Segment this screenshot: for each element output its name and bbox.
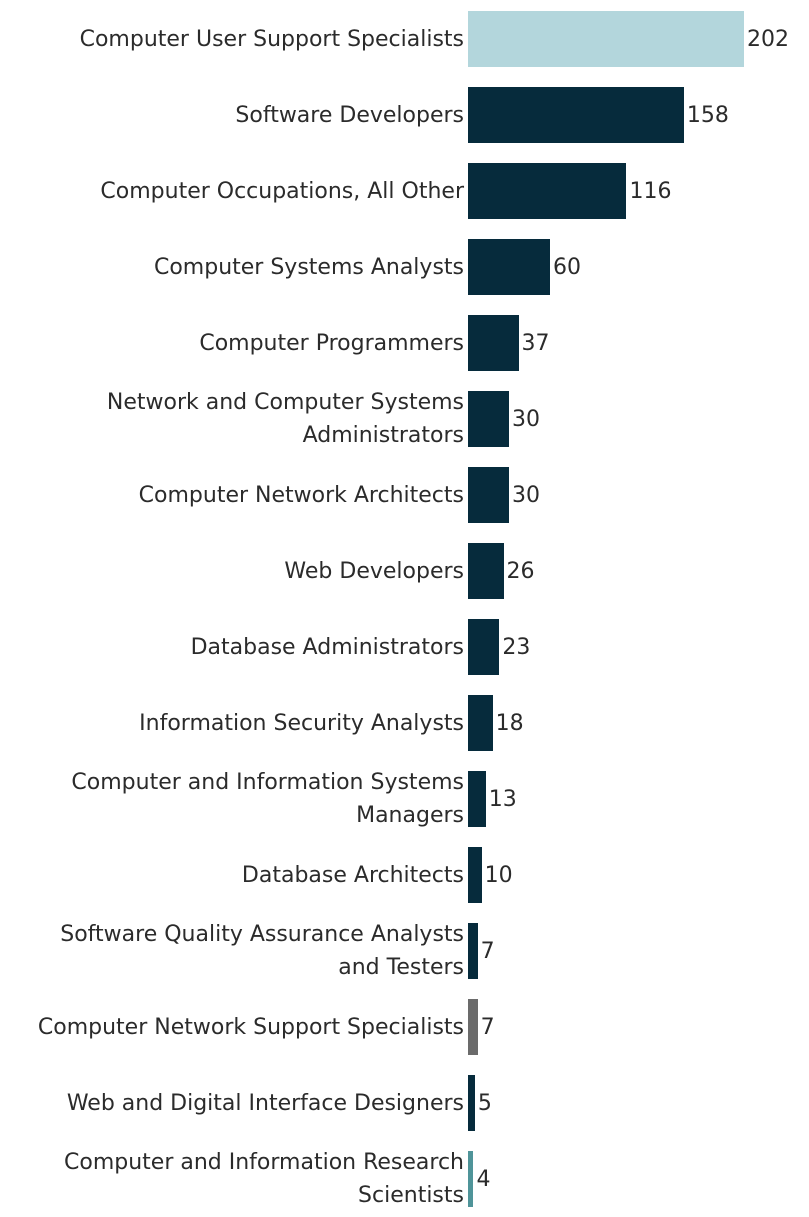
bar (468, 619, 500, 675)
category-label-line: Software Developers (235, 102, 464, 128)
value-label: 5 (477, 1090, 492, 1116)
category-label-line: Information Security Analysts (139, 710, 464, 736)
bar (468, 923, 478, 979)
value-label: 26 (506, 558, 535, 584)
category-label-line: Database Administrators (190, 634, 464, 660)
value-label: 10 (484, 862, 513, 888)
bar (468, 543, 504, 599)
category-label-line: Computer and Information Research (64, 1150, 464, 1175)
category-label-line: Computer Network Architects (138, 482, 464, 508)
category-label: Network and Computer Systems Administrato… (0, 381, 464, 457)
category-label: Software Quality Assurance Analysts and T… (0, 913, 464, 989)
bar (468, 695, 493, 751)
value-label: 7 (480, 1014, 495, 1040)
category-label-line: and Testers (338, 955, 464, 980)
bar (468, 467, 509, 523)
category-label: Information Security Analysts (0, 685, 464, 761)
bar (468, 1075, 475, 1131)
category-label-line: Computer Systems Analysts (153, 254, 464, 280)
category-label-line: Web and Digital Interface Designers (66, 1090, 464, 1116)
category-label-line: Database Architects (241, 862, 464, 888)
category-label-line: Computer Programmers (199, 330, 464, 356)
value-label: 4 (476, 1166, 491, 1192)
category-label-line: Computer Network Support Specialists (37, 1014, 464, 1040)
category-label-line: Computer and Information Systems (71, 770, 464, 795)
category-label: Computer Systems Analysts (0, 229, 464, 305)
category-label-line: Computer User Support Specialists (79, 26, 464, 52)
bar (468, 87, 684, 143)
category-label-line: Managers (356, 803, 464, 828)
value-label: 37 (521, 330, 550, 356)
value-label: 30 (511, 482, 540, 508)
category-label: Computer Network Architects (0, 457, 464, 533)
bar (468, 239, 550, 295)
bar (468, 315, 519, 371)
bar (468, 999, 478, 1055)
value-label: 60 (552, 254, 581, 280)
category-label: Computer Occupations, All Other (0, 153, 464, 229)
bar (468, 391, 509, 447)
category-label-line: Scientists (358, 1183, 464, 1208)
category-label: Computer Programmers (0, 305, 464, 381)
category-label-line: Administrators (302, 423, 464, 448)
category-label: Computer and Information Systems Managers (0, 761, 464, 837)
value-label: 116 (629, 178, 672, 204)
bar (468, 1151, 474, 1207)
category-label: Computer Network Support Specialists (0, 989, 464, 1065)
value-label: 7 (480, 938, 495, 964)
value-label: 18 (495, 710, 524, 736)
category-label-line: Software Quality Assurance Analysts (60, 922, 464, 947)
category-label-line: Network and Computer Systems (106, 390, 464, 415)
bar (468, 11, 744, 67)
bar (468, 847, 482, 903)
category-label: Web Developers (0, 533, 464, 609)
category-label: Computer User Support Specialists (0, 1, 464, 77)
value-label: 30 (511, 406, 540, 432)
value-label: 202 (747, 26, 789, 52)
category-label-line: Computer Occupations, All Other (100, 178, 464, 204)
category-label: Database Administrators (0, 609, 464, 685)
bar (468, 163, 627, 219)
category-label: Software Developers (0, 77, 464, 153)
value-label: 23 (502, 634, 531, 660)
value-label: 158 (686, 102, 729, 128)
category-label: Computer and Information Research Scienti… (0, 1141, 464, 1217)
category-label-line: Web Developers (284, 558, 464, 584)
bar (468, 771, 486, 827)
category-label: Database Architects (0, 837, 464, 913)
value-label: 13 (488, 786, 517, 812)
category-label: Web and Digital Interface Designers (0, 1065, 464, 1141)
